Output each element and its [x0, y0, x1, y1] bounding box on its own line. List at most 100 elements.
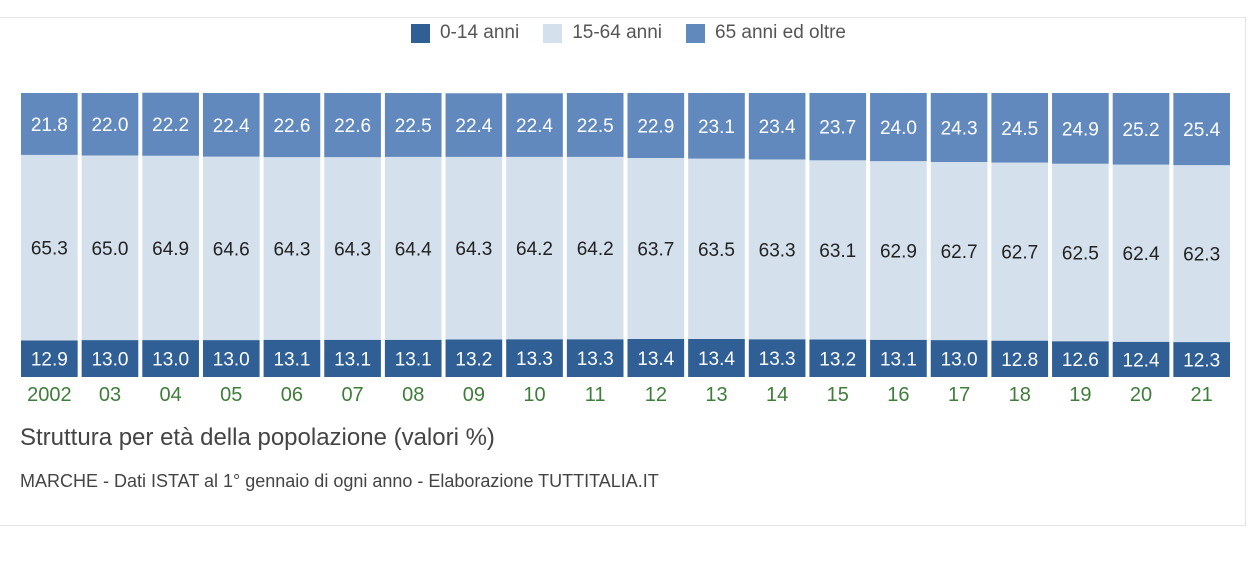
data-label: 63.5: [698, 240, 735, 261]
data-label: 22.6: [334, 116, 371, 137]
data-label: 64.9: [152, 239, 189, 260]
x-tick-label: 08: [402, 384, 424, 406]
bar-segment: [384, 156, 442, 340]
bar-segment: [1112, 93, 1170, 165]
data-label: 22.4: [213, 116, 250, 137]
data-label: 13.3: [759, 349, 796, 370]
bar-segment: [809, 93, 867, 161]
data-label: 65.3: [31, 239, 68, 260]
bar-group: 12.8 62.7 24.5: [991, 93, 1049, 377]
bar-segment: [1173, 342, 1230, 377]
bar-segment: [870, 93, 927, 162]
data-label: 12.3: [1183, 351, 1220, 372]
data-label: 62.4: [1123, 244, 1160, 265]
legend-swatch: [410, 23, 430, 43]
data-label: 22.4: [516, 116, 553, 137]
legend-label: 15-64 anni: [572, 22, 663, 43]
bar-segment: [263, 93, 321, 158]
data-label: 13.1: [395, 349, 432, 370]
data-label: 13.2: [819, 349, 856, 370]
x-tick-label: 07: [341, 384, 363, 406]
data-label: 24.3: [941, 119, 978, 140]
legend-item: 15-64 anni: [543, 22, 662, 44]
bar-segment: [263, 157, 321, 340]
data-label: 22.6: [273, 116, 310, 137]
data-label: 22.0: [91, 115, 128, 136]
bar-group: 13.4 63.5 23.1: [688, 93, 745, 377]
bar-segment: [1112, 341, 1170, 377]
bar-segment: [991, 162, 1049, 341]
x-tick-label: 2002: [27, 384, 72, 406]
bar-segment: [930, 162, 988, 341]
data-label: 12.8: [1001, 350, 1038, 371]
bar-segment: [142, 340, 199, 377]
x-tick-label: 12: [645, 384, 667, 406]
data-label: 64.6: [213, 239, 250, 260]
data-label: 22.2: [152, 115, 189, 136]
data-label: 24.5: [1001, 119, 1038, 140]
data-label: 13.0: [152, 350, 189, 371]
bar-segment: [21, 340, 78, 377]
data-label: 13.4: [698, 349, 735, 370]
bar-group: 13.1 62.9 24.0: [870, 93, 927, 377]
data-label: 22.9: [637, 117, 674, 138]
bar-segment: [142, 92, 199, 156]
data-label: 12.4: [1123, 350, 1160, 371]
legend-swatch: [543, 23, 563, 43]
data-label: 62.9: [880, 241, 917, 262]
x-tick-label: 19: [1069, 384, 1091, 406]
data-label: 64.3: [334, 239, 371, 260]
bar-group: 12.6 62.5 24.9: [1052, 93, 1109, 377]
x-tick-label: 13: [705, 384, 727, 406]
data-label: 13.1: [273, 349, 310, 370]
bar-group: 13.0 65.0 22.0: [81, 93, 139, 377]
bar-segment: [991, 93, 1049, 163]
bar-segment: [627, 338, 685, 377]
bar-group: 13.0 64.9 22.2: [142, 92, 199, 377]
bar-group: 13.2 64.3 22.4: [445, 93, 503, 377]
data-label: 64.2: [516, 239, 553, 260]
data-label: 65.0: [91, 239, 128, 260]
bar-segment: [384, 93, 442, 157]
data-label: 13.0: [213, 350, 250, 371]
bar-segment: [930, 340, 988, 377]
bar-segment: [324, 339, 381, 377]
data-label: 24.9: [1062, 119, 1099, 140]
bar-segment: [445, 93, 503, 157]
data-label: 64.3: [273, 239, 310, 260]
bar-segment: [1173, 165, 1230, 343]
data-label: 63.3: [759, 240, 796, 261]
bar-group: 13.1 64.3 22.6: [263, 93, 321, 377]
data-label: 13.0: [91, 350, 128, 371]
bar-segment: [21, 93, 78, 155]
bar-segment: [991, 340, 1049, 377]
bar-segment: [748, 159, 806, 340]
bar-segment: [688, 158, 745, 339]
data-label: 13.4: [637, 349, 674, 370]
x-tick-label: 04: [160, 384, 182, 406]
bar-segment: [445, 156, 503, 340]
bar-group: 12.4 62.4 25.2: [1112, 93, 1170, 377]
x-tick-label: 21: [1191, 384, 1213, 406]
data-label: 13.1: [334, 349, 371, 370]
bar-segment: [688, 93, 745, 159]
bar-segment: [506, 93, 563, 157]
x-tick-label: 14: [766, 384, 788, 406]
data-label: 13.0: [941, 350, 978, 371]
bar-segment: [748, 93, 806, 160]
bar-group: 13.1 64.4 22.5: [384, 93, 442, 377]
chart-title: Struttura per età della popolazione (val…: [20, 424, 495, 451]
x-tick-label: 03: [99, 384, 121, 406]
bar-segment: [21, 154, 78, 341]
bar-segment: [506, 339, 563, 377]
bar-segment: [263, 339, 321, 377]
bar-segment: [445, 339, 503, 377]
legend-swatch: [686, 23, 706, 43]
bar-group: 13.0 64.6 22.4: [202, 93, 260, 377]
bar-group: 13.1 64.3 22.6: [324, 93, 381, 377]
bar-segment: [566, 156, 624, 340]
data-label: 23.4: [759, 117, 796, 138]
data-label: 13.1: [880, 349, 917, 370]
data-label: 23.7: [819, 118, 856, 139]
